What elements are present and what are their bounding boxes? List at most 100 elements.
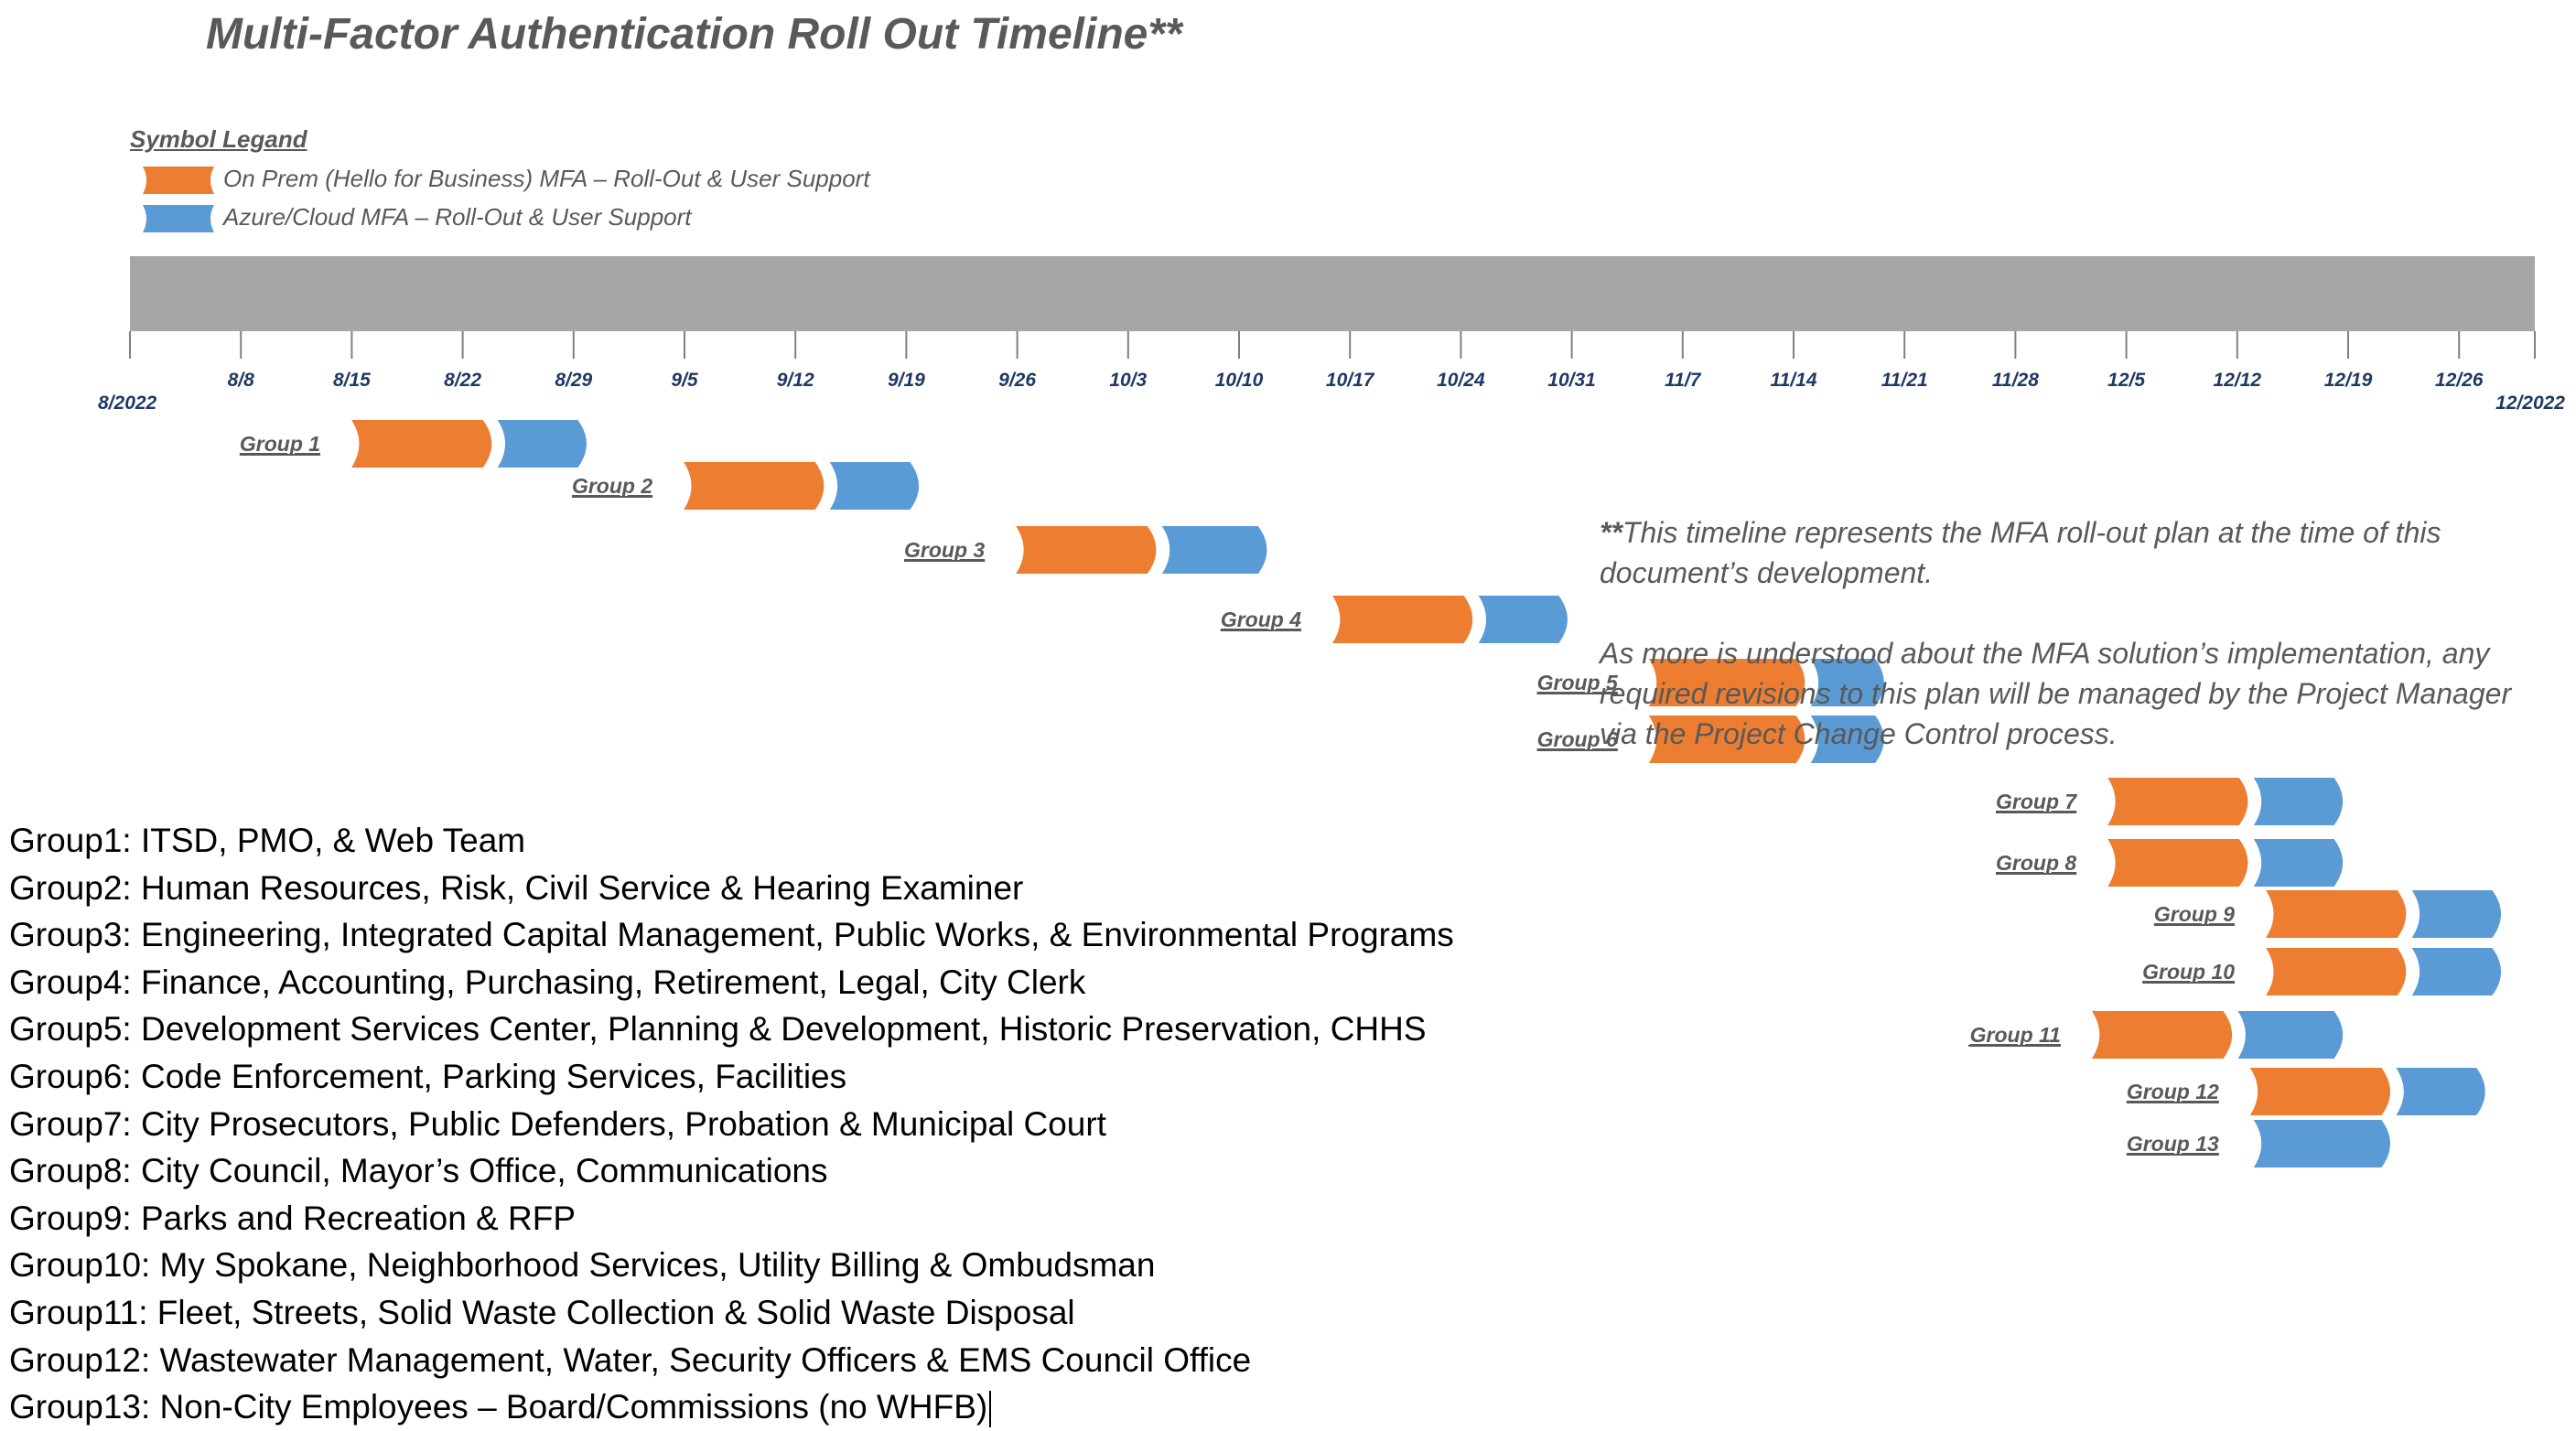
axis-tick-label: 11/14 <box>1771 370 1817 391</box>
bar-onprem <box>351 420 492 468</box>
note-stars: ** <box>1600 516 1622 549</box>
group-desc: : My Spokane, Neighborhood Services, Uti… <box>141 1246 1156 1285</box>
bar-azure <box>2253 778 2344 825</box>
axis-tick-label: 12/12 <box>2214 370 2262 391</box>
group-desc: : City Prosecutors, Public Defenders, Pr… <box>122 1104 1106 1143</box>
axis-tick-label: 9/5 <box>671 370 698 391</box>
text-cursor <box>989 1391 992 1428</box>
group-description-row: Group2: Human Resources, Risk, Civil Ser… <box>9 865 1454 912</box>
group-desc: : Finance, Accounting, Purchasing, Retir… <box>122 963 1086 1001</box>
axis-tick-label: 12/19 <box>2324 370 2373 391</box>
group-label: Group 1 <box>240 432 320 456</box>
axis-tick-label: 9/19 <box>888 370 925 391</box>
group-label: Group 5 <box>1537 671 1619 694</box>
group-desc: : Parks and Recreation & RFP <box>122 1199 577 1237</box>
axis-tick-label: 11/7 <box>1665 370 1702 391</box>
timeline-note: **This timeline represents the MFA roll-… <box>1600 512 2551 794</box>
group-name: Group8 <box>9 1152 123 1190</box>
group-name: Group7 <box>9 1104 123 1143</box>
bar-onprem <box>2091 1011 2233 1059</box>
group-desc: : Development Services Center, Planning … <box>122 1010 1427 1049</box>
group-desc: : Fleet, Streets, Solid Waste Collection… <box>138 1293 1075 1331</box>
axis-tick-label: 8/8 <box>228 370 255 391</box>
axis-tick-label: 9/12 <box>777 370 814 391</box>
axis-start-label: 8/2022 <box>98 393 157 414</box>
group-description-row: Group6: Code Enforcement, Parking Servic… <box>9 1053 1454 1101</box>
axis-tick-label: 12/5 <box>2107 370 2145 391</box>
group-desc: : Engineering, Integrated Capital Manage… <box>122 916 1454 954</box>
group-description-row: Group12: Wastewater Management, Water, S… <box>9 1337 1454 1384</box>
bar-azure <box>1810 716 1884 763</box>
axis-tick-label: 11/28 <box>1992 370 2039 391</box>
timeline-axis-bar <box>130 256 2535 331</box>
group-label: Group 7 <box>1996 790 2077 813</box>
legend-label-azure: Azure/Cloud MFA – Roll-Out & User Suppor… <box>223 203 692 231</box>
group-name: Group6 <box>9 1057 123 1095</box>
axis-tick-label: 8/29 <box>555 370 592 391</box>
bar-azure <box>1810 659 1884 706</box>
bar-azure <box>2411 948 2502 995</box>
legend-title: Symbol Legand <box>130 125 307 153</box>
group-description-row: Group11: Fleet, Streets, Solid Waste Col… <box>9 1289 1454 1337</box>
group-name: Group12 <box>9 1340 141 1379</box>
group-label: Group 8 <box>1996 851 2076 875</box>
group-label: Group 3 <box>904 538 985 562</box>
axis-tick-label: 10/17 <box>1326 370 1375 391</box>
page-title: Multi-Factor Authentication Roll Out Tim… <box>206 10 1182 59</box>
group-name: Group10 <box>9 1246 141 1285</box>
bar-onprem <box>1332 596 1473 643</box>
axis-tick-label: 10/31 <box>1547 370 1596 391</box>
group-desc: : Wastewater Management, Water, Security… <box>141 1340 1252 1379</box>
bar-azure <box>2237 1011 2344 1059</box>
group-name: Group2 <box>9 868 123 907</box>
group-name: Group4 <box>9 963 123 1001</box>
axis-end-label: 12/2022 <box>2495 393 2565 414</box>
bar-azure <box>497 420 587 468</box>
bar-azure <box>2396 1068 2485 1115</box>
bar-onprem <box>2266 948 2407 995</box>
group-desc: : Human Resources, Risk, Civil Service &… <box>122 868 1024 907</box>
group-name: Group9 <box>9 1199 123 1237</box>
axis-tick-label: 8/22 <box>444 370 481 391</box>
group-label: Group 2 <box>572 474 652 498</box>
group-descriptions: Group1: ITSD, PMO, & Web Team Group2: Hum… <box>9 817 1454 1431</box>
axis-tick-label: 8/15 <box>333 370 371 391</box>
axis-tick-label: 10/3 <box>1109 370 1147 391</box>
group-name: Group1 <box>9 822 123 859</box>
group-desc: : City Council, Mayor’s Office, Communic… <box>122 1152 828 1190</box>
group-desc: : ITSD, PMO, & Web Team <box>122 822 526 859</box>
bar-onprem <box>2107 778 2248 825</box>
bar-onprem <box>1648 716 1805 763</box>
group-label: Group 13 <box>2127 1132 2219 1156</box>
group-name: Group11 <box>9 1293 139 1331</box>
group-description-row: Group10: My Spokane, Neighborhood Servic… <box>9 1242 1454 1289</box>
bar-onprem <box>2266 890 2407 938</box>
axis-tick-label: 12/26 <box>2435 370 2484 391</box>
group-name: Group3 <box>9 916 123 954</box>
group-label: Group 4 <box>1221 608 1301 631</box>
group-name: Group13 <box>9 1388 141 1426</box>
bar-onprem <box>1648 659 1805 706</box>
group-label: Group 10 <box>2142 960 2235 984</box>
note-paragraph-1: This timeline represents the MFA roll-ou… <box>1600 516 2441 589</box>
group-description-row: Group8: City Council, Mayor’s Office, Co… <box>9 1147 1454 1195</box>
note-paragraph-2: As more is understood about the MFA solu… <box>1600 637 2512 750</box>
group-desc: : Non-City Employees – Board/Commissions… <box>141 1388 988 1426</box>
bar-onprem <box>1016 526 1157 574</box>
bar-azure <box>2253 1120 2390 1167</box>
group-label: Group 6 <box>1537 727 1618 751</box>
bar-azure <box>2411 890 2502 938</box>
bar-azure <box>829 462 920 510</box>
axis-tick-label: 10/10 <box>1215 370 1264 391</box>
group-description-row: Group7: City Prosecutors, Public Defende… <box>9 1101 1454 1148</box>
group-label: Group 11 <box>1970 1023 2061 1047</box>
axis-tick-label: 9/26 <box>998 370 1036 391</box>
legend-label-onprem: On Prem (Hello for Business) MFA – Roll-… <box>223 165 870 192</box>
group-description-row: Group5: Development Services Center, Pla… <box>9 1006 1454 1053</box>
bar-onprem <box>684 462 825 510</box>
bar-onprem <box>2249 1068 2390 1115</box>
bar-azure <box>2253 839 2344 887</box>
group-description-row: Group9: Parks and Recreation & RFP <box>9 1195 1454 1243</box>
axis-tick-label: 10/24 <box>1437 370 1485 391</box>
